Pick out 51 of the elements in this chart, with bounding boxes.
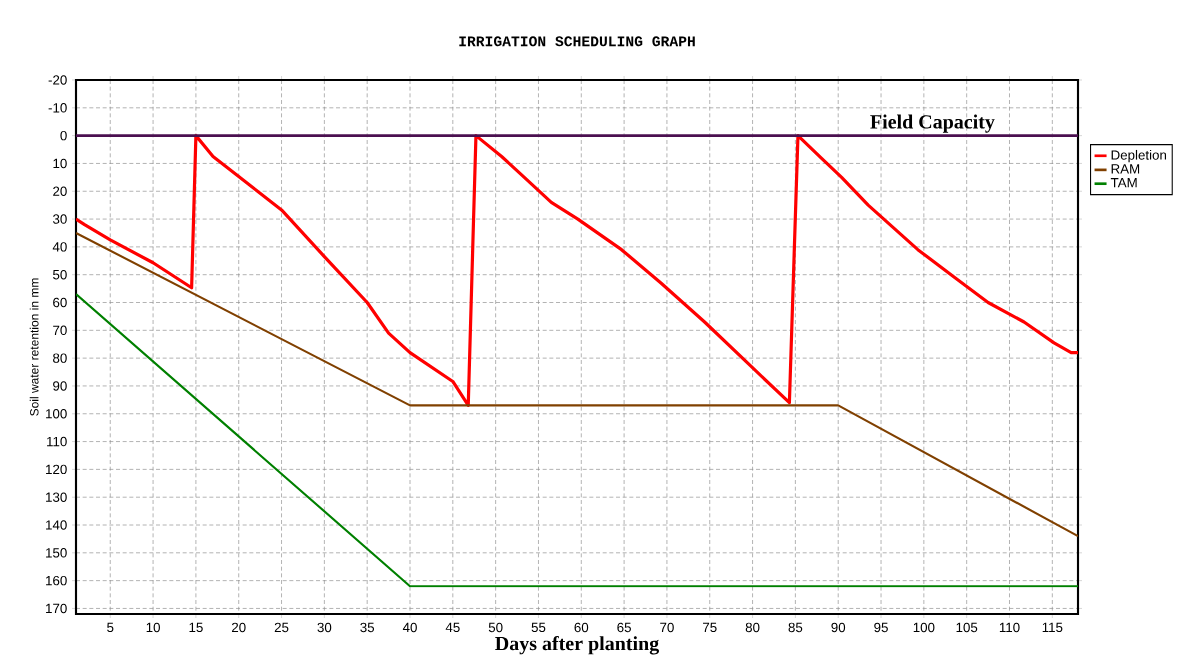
x-tick-label: 15 (189, 622, 203, 633)
x-tick-label: 25 (274, 622, 289, 633)
y-tick-label: 80 (53, 353, 67, 363)
legend-label: RAM (1111, 164, 1140, 174)
legend-label: TAM (1110, 178, 1137, 188)
x-tick-label: 70 (660, 622, 674, 633)
x-tick-label: 20 (231, 622, 246, 633)
x-tick-label: 80 (745, 622, 760, 633)
y-tick-label: 10 (53, 158, 67, 169)
x-tick-label: 40 (402, 622, 417, 633)
legend-label: Depletion (1111, 149, 1167, 163)
y-tick-label: 0 (60, 130, 67, 141)
x-tick-label: 115 (1042, 622, 1063, 633)
line-series (76, 134, 1079, 408)
y-tick-label: 100 (46, 409, 67, 419)
y-tick-label: 60 (53, 297, 67, 308)
x-tick-label: 90 (831, 622, 846, 633)
x-tick-label: 45 (445, 622, 460, 633)
x-tick-label: 105 (956, 622, 978, 633)
y-tick-label: 30 (52, 214, 67, 224)
x-tick-label: 5 (107, 622, 114, 633)
x-tick-label: 50 (488, 622, 503, 633)
x-axis-title: Days after planting (495, 635, 660, 655)
y-axis-title: Soil water retention in mm (29, 278, 39, 416)
y-tick-label: 40 (52, 242, 67, 252)
y-tick-label: 170 (46, 603, 67, 614)
y-tick-label: 130 (46, 492, 67, 502)
x-tick-label: 100 (913, 622, 935, 633)
y-tick-label: 20 (53, 186, 67, 196)
x-tick-label: 110 (999, 622, 1020, 633)
x-tick-label: 95 (874, 622, 888, 633)
chart-title: IRRIGATION SCHEDULING GRAPH (459, 36, 695, 47)
x-tick-label: 85 (788, 622, 803, 633)
x-tick-label: 35 (360, 622, 375, 633)
y-tick-label: 140 (46, 520, 67, 530)
x-tick-label: 10 (146, 622, 160, 633)
x-tick-label: 65 (617, 622, 631, 633)
y-tick-label: 150 (46, 548, 67, 558)
x-tick-label: 60 (574, 622, 589, 633)
y-tick-label: 90 (53, 381, 67, 391)
y-tick-label: 50 (53, 269, 67, 280)
y-tick-label: -10 (48, 103, 67, 113)
y-tick-label: 120 (46, 464, 67, 475)
y-tick-label: 70 (53, 325, 67, 336)
x-tick-label: 30 (317, 622, 332, 633)
x-tick-label: 55 (531, 622, 546, 633)
ref-line-label: Field Capacity (870, 114, 995, 133)
y-tick-label: 110 (47, 436, 67, 447)
y-tick-label: 160 (46, 575, 67, 586)
x-tick-label: 75 (703, 622, 717, 633)
y-tick-label: -20 (48, 75, 67, 85)
